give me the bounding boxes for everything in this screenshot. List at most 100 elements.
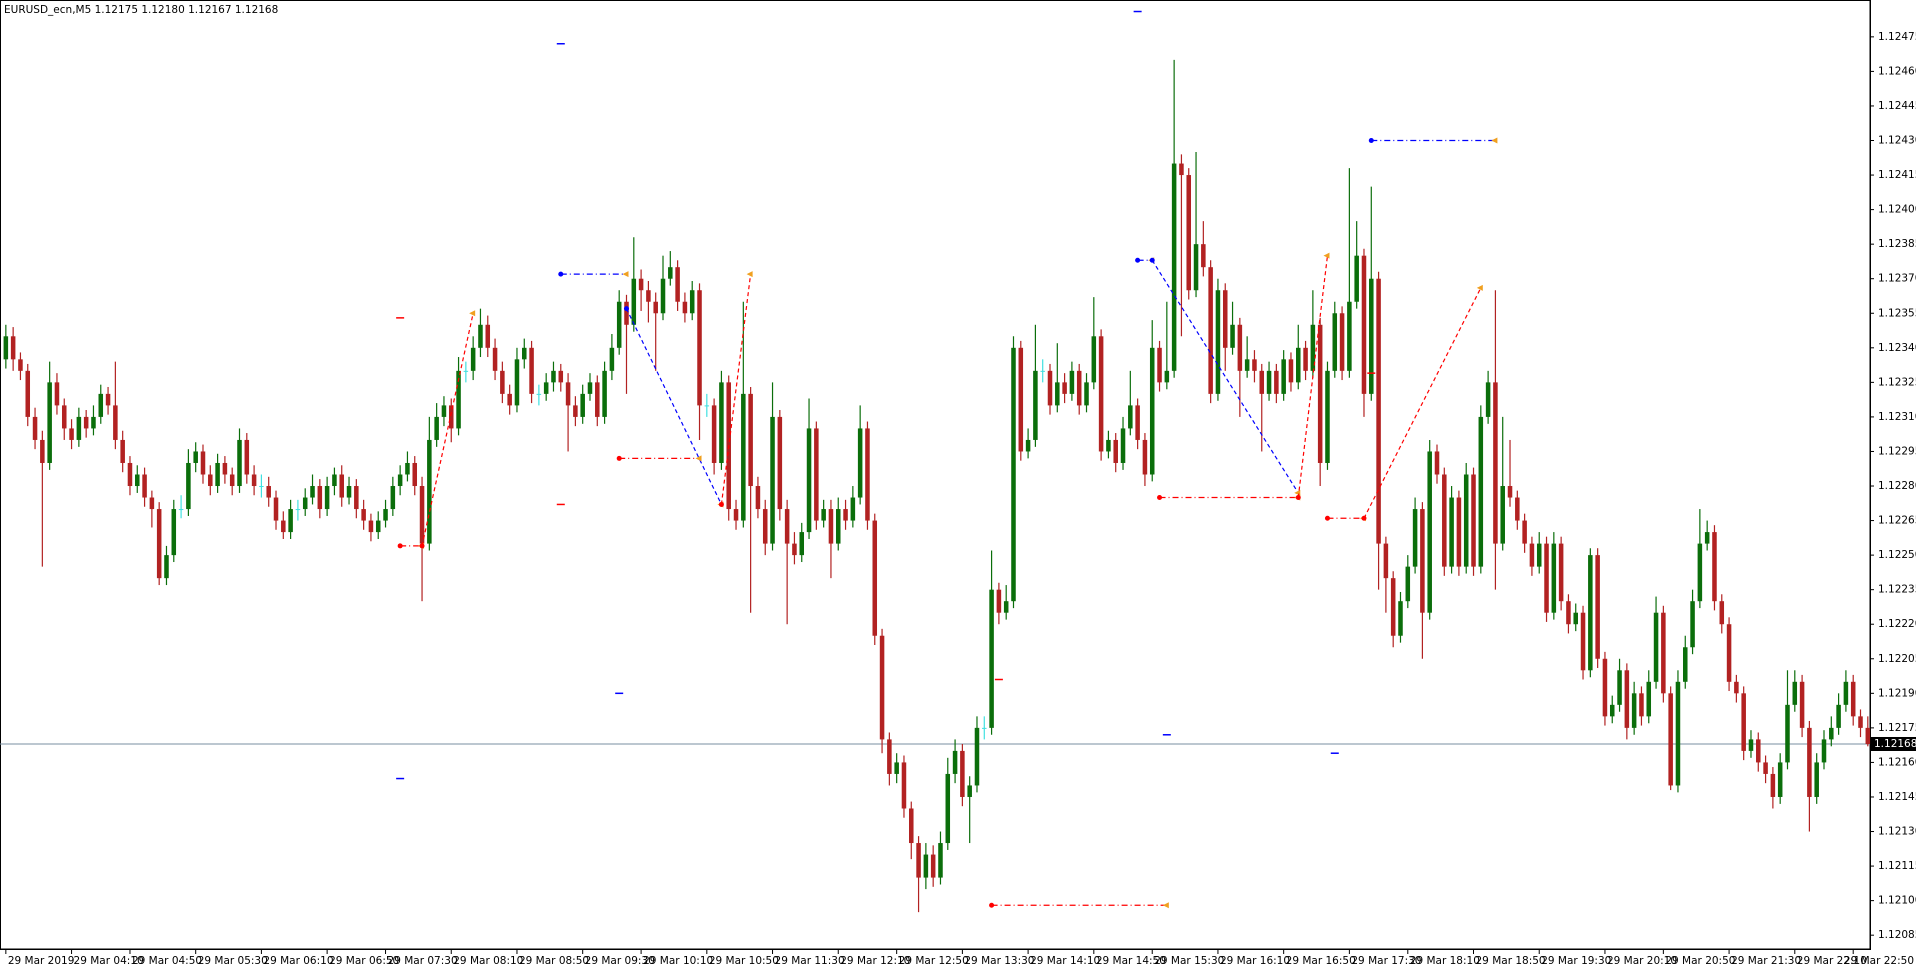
candle-body [1624, 670, 1630, 728]
candle-body [1609, 704, 1615, 717]
trade-start [1135, 257, 1141, 263]
y-tick-label: 1.12430 [1878, 135, 1916, 147]
candle-body [1661, 612, 1666, 694]
trade-start [1295, 495, 1301, 501]
candle-body [1084, 382, 1089, 406]
trade-end [469, 310, 476, 317]
y-tick-label: 1.12250 [1878, 549, 1916, 561]
candle-body [865, 428, 870, 521]
trade-line [1363, 287, 1482, 519]
candle-body [113, 405, 118, 440]
candle-body [675, 267, 680, 302]
x-tick-label: 29 Mar 14:50 [1096, 955, 1166, 967]
candle-body [777, 416, 783, 510]
candle-body [850, 497, 856, 521]
x-tick-label: 29 Mar 13:30 [964, 955, 1034, 967]
candle-body [689, 290, 695, 314]
y-tick-label: 1.12355 [1878, 307, 1916, 319]
candle-body [361, 509, 366, 521]
candle-body [142, 474, 147, 498]
candle-body [923, 854, 929, 878]
candle-body [631, 278, 637, 325]
candle-body [1332, 313, 1338, 371]
candle-body [485, 324, 491, 348]
candle-body [938, 843, 943, 878]
candle-body [1770, 773, 1776, 797]
x-tick-label: 29 Mar 22:50 [1844, 955, 1914, 967]
candle-body [1135, 405, 1140, 440]
x-tick-label: 29 Mar 12:10 [840, 955, 910, 967]
candle-body [61, 405, 67, 429]
candle-body [551, 370, 556, 383]
bid-label: 1.12168 [1874, 738, 1916, 750]
candle-body [1850, 681, 1856, 717]
candle-body [1288, 359, 1294, 383]
x-tick-label: 29 Mar 10:50 [709, 955, 779, 967]
candle-body [383, 509, 388, 521]
candle-body [1748, 739, 1754, 751]
y-tick-label: 1.12205 [1878, 653, 1916, 665]
candle-body [1244, 359, 1250, 371]
candle-body [996, 589, 1002, 613]
candle-body [660, 278, 666, 314]
candle-body [208, 474, 213, 487]
candle-body [1427, 451, 1432, 613]
candle-body [1003, 601, 1009, 613]
candle-body [587, 382, 593, 394]
x-tick-label: 29 Mar 08:10 [453, 955, 523, 967]
trade-end [1491, 137, 1498, 144]
x-tick-label: 29 Mar 12:50 [899, 955, 969, 967]
candle-body [1354, 255, 1359, 302]
candle-body [573, 405, 578, 417]
candle-body [463, 370, 469, 372]
candle-body [1266, 370, 1272, 394]
candle-body [288, 509, 293, 533]
candle-body [91, 416, 96, 429]
candle-body [302, 497, 308, 510]
candle-body [1507, 486, 1513, 498]
candle-body [1142, 439, 1148, 475]
x-tick-label: 29 Mar 18:50 [1476, 955, 1546, 967]
candle-body [332, 474, 337, 487]
candle-body [412, 462, 418, 487]
candle-body [478, 324, 483, 348]
candle-body [1807, 727, 1812, 797]
trade-line [1151, 259, 1299, 494]
candle-body [120, 439, 125, 463]
candle-body [1179, 163, 1184, 176]
frame [0, 0, 1871, 950]
candle-body [1536, 543, 1542, 567]
candle-body [755, 486, 761, 510]
candle-body [748, 393, 753, 487]
candle-body [1690, 601, 1695, 648]
y-tick-label: 1.12370 [1878, 273, 1916, 285]
candle-body [1215, 290, 1221, 394]
trade-end [746, 271, 753, 278]
candle-body [83, 416, 89, 429]
x-tick-label: 29 Mar 17:30 [1351, 955, 1421, 967]
y-tick-label: 1.12115 [1878, 860, 1916, 872]
candle-body [1675, 681, 1681, 786]
candle-body [1098, 336, 1104, 452]
x-tick-label: 29 Mar 15:30 [1154, 955, 1224, 967]
candle-body [251, 474, 257, 487]
candle-body [879, 635, 885, 740]
candle-body [806, 428, 812, 533]
candle-body [1734, 681, 1739, 694]
candle-body [1208, 267, 1213, 394]
candle-body [1763, 762, 1768, 774]
trade-start [616, 455, 622, 461]
trade-end [1323, 252, 1330, 259]
candle-body [1281, 359, 1286, 394]
candle-body [237, 439, 242, 487]
trade-end [622, 271, 629, 278]
candle-body [135, 474, 140, 487]
candle-body [1369, 278, 1374, 394]
candle-body [1296, 347, 1301, 383]
y-tick-label: 1.12160 [1878, 756, 1916, 768]
candle-body [193, 451, 198, 463]
candle-body [1529, 543, 1535, 567]
candle-body [967, 785, 972, 797]
candle-body [500, 370, 505, 394]
candle-body [54, 382, 60, 406]
